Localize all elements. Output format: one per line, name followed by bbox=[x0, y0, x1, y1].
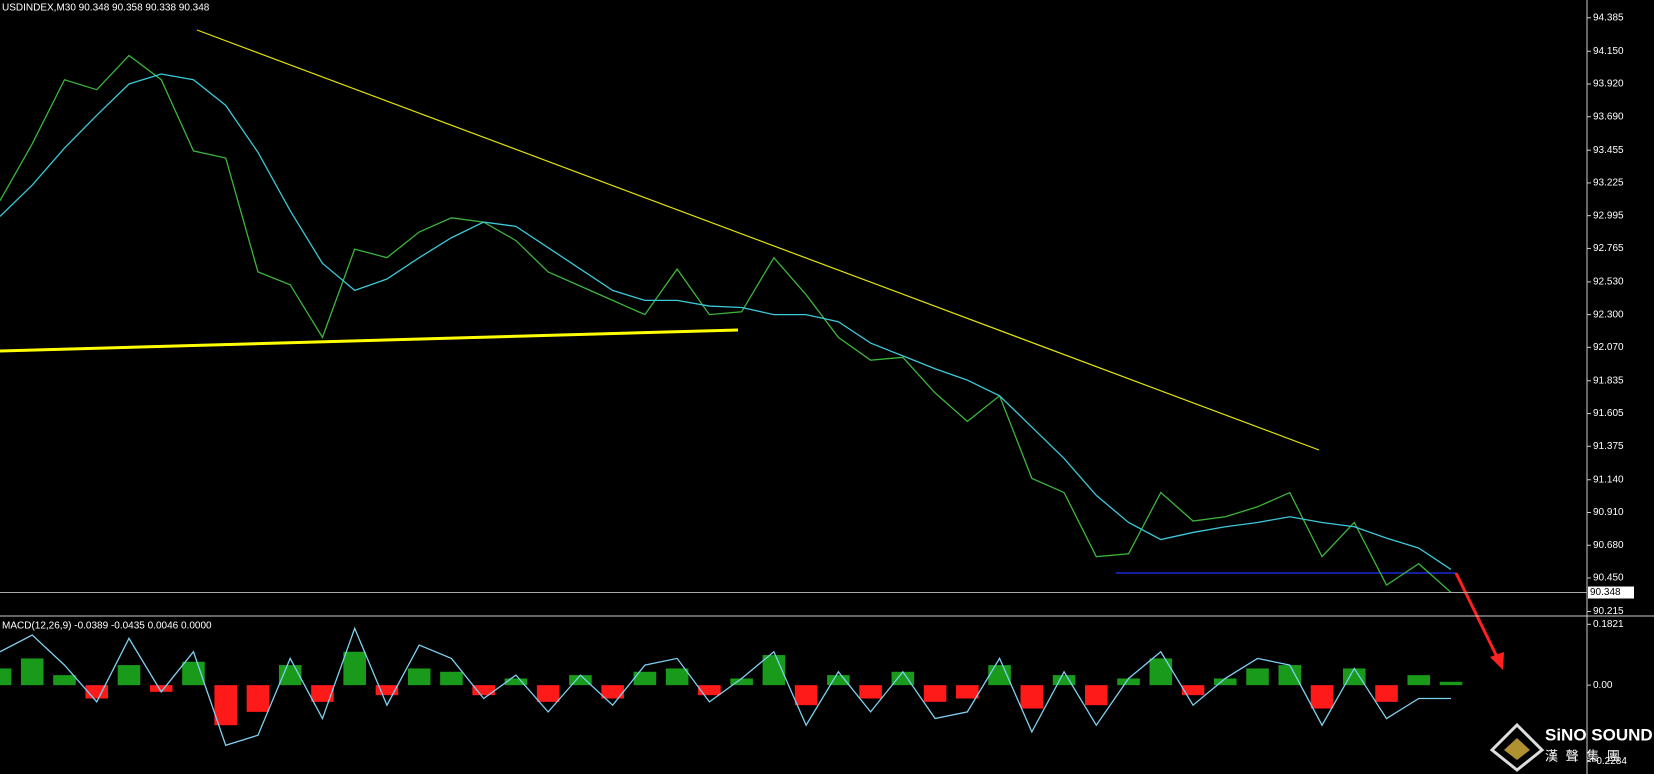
histogram-bar bbox=[407, 668, 431, 686]
histogram-bar bbox=[859, 685, 882, 699]
histogram-bar bbox=[1375, 685, 1398, 702]
series-line bbox=[0, 54, 1452, 593]
histogram-bar bbox=[1052, 675, 1076, 686]
histogram-bar bbox=[311, 685, 334, 702]
y-tick-label: 91.605 bbox=[1593, 408, 1624, 419]
y-tick-label: 90.450 bbox=[1593, 573, 1624, 584]
support-line bbox=[0, 328, 739, 353]
macd-title: MACD(12,26,9) -0.0389 -0.0435 0.0046 0.0… bbox=[2, 621, 212, 632]
histogram-bar bbox=[1278, 665, 1302, 686]
y-tick-label: 93.455 bbox=[1593, 145, 1624, 156]
histogram-bar bbox=[1117, 678, 1140, 686]
histogram-bar bbox=[1020, 685, 1044, 709]
y-tick-label: 93.920 bbox=[1593, 79, 1624, 90]
histogram-bar bbox=[0, 668, 12, 686]
histogram-bar bbox=[1085, 685, 1108, 706]
y-tick-label: 92.300 bbox=[1593, 309, 1624, 320]
histogram-bar bbox=[504, 678, 528, 686]
y-tick-label: -0.2284 bbox=[1593, 756, 1627, 767]
logo-subtitle: 漢 聲 集 團 bbox=[1545, 748, 1622, 763]
histogram-bar bbox=[440, 671, 463, 686]
histogram-bar bbox=[1181, 685, 1205, 696]
histogram-bar bbox=[827, 675, 850, 686]
y-tick-label: 94.150 bbox=[1593, 46, 1624, 57]
histogram-bar bbox=[1342, 668, 1366, 686]
histogram-bar bbox=[956, 685, 979, 699]
histogram-bar bbox=[1214, 678, 1237, 686]
histogram-bar bbox=[1407, 675, 1431, 686]
histogram-bar bbox=[1246, 668, 1269, 686]
price-box bbox=[1588, 586, 1634, 599]
histogram-bar bbox=[730, 678, 753, 686]
y-tick-label: 93.225 bbox=[1593, 178, 1624, 189]
histogram-bar bbox=[1310, 685, 1334, 709]
histogram-bar bbox=[633, 671, 657, 686]
histogram-bar bbox=[214, 685, 237, 726]
histogram-bar bbox=[472, 685, 495, 696]
histogram-bar bbox=[149, 685, 173, 692]
histogram-bar bbox=[665, 668, 689, 686]
macd-line bbox=[0, 626, 1451, 747]
histogram-bar bbox=[698, 685, 721, 696]
histogram-bar bbox=[246, 685, 270, 712]
y-tick-label: 0.00 bbox=[1593, 680, 1613, 691]
y-tick-label: 90.910 bbox=[1593, 507, 1624, 518]
y-tick-label: 91.835 bbox=[1593, 375, 1624, 386]
y-tick-label: 90.215 bbox=[1593, 606, 1624, 617]
logo-icon bbox=[1504, 738, 1530, 760]
logo-icon bbox=[1489, 722, 1545, 772]
histogram-bar bbox=[343, 651, 366, 686]
histogram-bar bbox=[762, 655, 786, 686]
y-tick-label: 94.385 bbox=[1593, 12, 1624, 23]
y-tick-label: 92.070 bbox=[1593, 342, 1624, 353]
y-tick-label: 93.690 bbox=[1593, 111, 1624, 122]
logo-name: SiNO SOUND bbox=[1545, 725, 1653, 744]
y-tick-label: 92.995 bbox=[1593, 210, 1624, 221]
histogram-bar bbox=[278, 665, 302, 686]
y-tick-label: 90.680 bbox=[1593, 540, 1624, 551]
arrow bbox=[1454, 572, 1502, 664]
y-tick-label: 0.1821 bbox=[1593, 619, 1624, 630]
histogram-bar bbox=[53, 675, 76, 686]
histogram-bar bbox=[601, 685, 624, 699]
histogram-bar bbox=[794, 685, 818, 706]
histogram-bar bbox=[1149, 658, 1173, 686]
histogram-bar bbox=[569, 675, 592, 686]
histogram-bar bbox=[20, 658, 44, 686]
histogram-bar bbox=[923, 685, 947, 702]
trendline bbox=[196, 29, 1320, 451]
logo: SiNO SOUND 漢 聲 集 團 bbox=[1489, 722, 1653, 772]
histogram-bar bbox=[1439, 681, 1463, 686]
y-tick-label: 92.765 bbox=[1593, 243, 1624, 254]
histogram-bar bbox=[117, 665, 141, 686]
histogram-bar bbox=[536, 685, 560, 702]
series-line bbox=[0, 73, 1452, 570]
chart-title: USDINDEX,M30 90.348 90.358 90.338 90.348 bbox=[2, 3, 210, 14]
y-tick-label: 92.530 bbox=[1593, 277, 1624, 288]
histogram-bar bbox=[891, 671, 915, 686]
y-tick-label: 91.375 bbox=[1593, 441, 1624, 452]
histogram-bar bbox=[375, 685, 399, 696]
price-label: 90.348 bbox=[1590, 587, 1621, 598]
y-tick-label: 91.140 bbox=[1593, 474, 1624, 485]
arrow-head bbox=[1490, 652, 1504, 670]
